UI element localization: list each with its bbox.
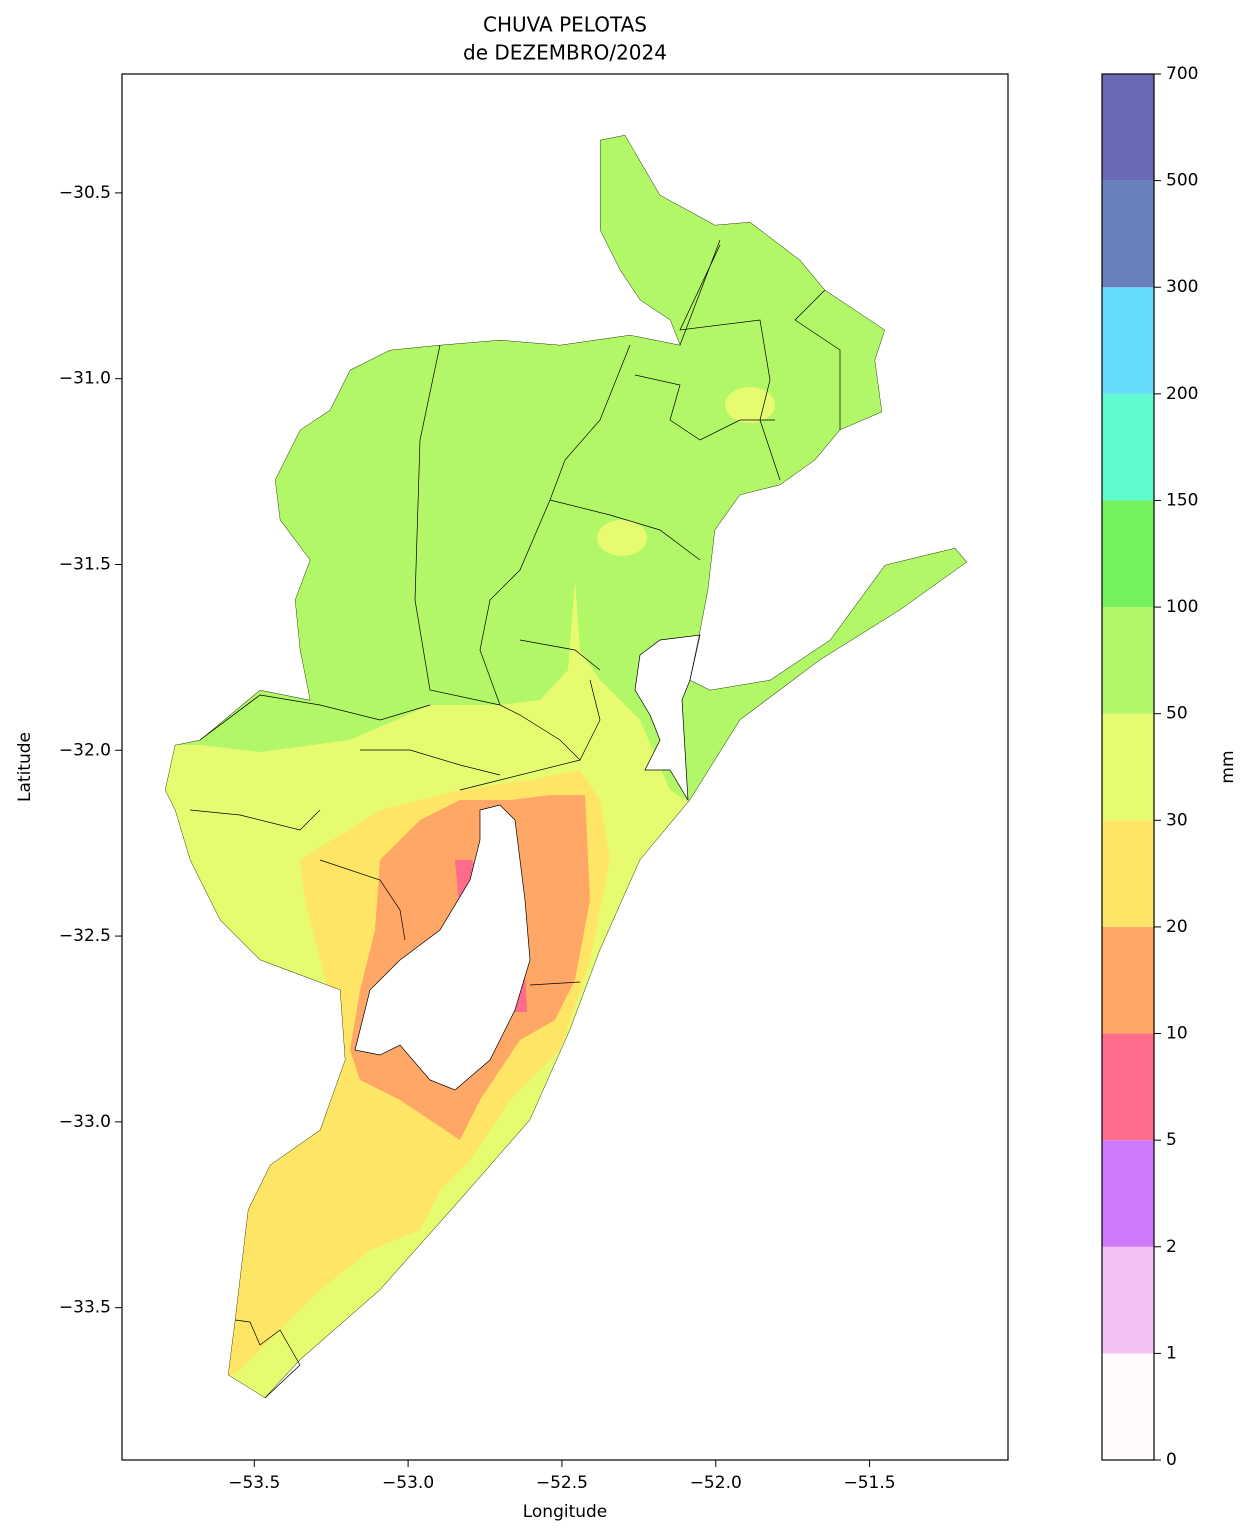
x-tick-label: −53.5 (228, 1473, 280, 1493)
colorbar-segment (1102, 607, 1154, 714)
colorbar-tick-label: 30 (1166, 810, 1188, 830)
colorbar-tick-label: 0 (1166, 1450, 1177, 1470)
colorbar-tick-label: 10 (1166, 1024, 1188, 1044)
colorbar-segment (1102, 74, 1154, 181)
y-tick-label: −32.0 (59, 740, 111, 760)
x-axis-label: Longitude (523, 1502, 608, 1522)
x-tick-label: −52.5 (536, 1473, 588, 1493)
colorbar-segment (1102, 393, 1154, 501)
y-tick-label: −33.0 (59, 1112, 111, 1132)
colorbar-tick-label: 700 (1166, 64, 1198, 84)
y-tick-label: −31.5 (59, 554, 111, 574)
boundaries (165, 135, 967, 1399)
colorbar-frame (1101, 73, 1155, 1461)
colorbar-segment (1102, 500, 1154, 608)
y-tick-label: −30.5 (59, 183, 111, 203)
colorbar-label: mm (1218, 750, 1238, 783)
colorbar-tick-label: 5 (1166, 1130, 1177, 1150)
x-tick-label: −53.0 (382, 1473, 434, 1493)
colorbar-segment (1102, 180, 1154, 288)
colorbar-tick-label: 1 (1166, 1343, 1177, 1363)
colorbar-segment (1102, 820, 1154, 927)
colorbar-tick-label: 100 (1166, 597, 1198, 617)
colorbar-segment (1102, 1140, 1154, 1247)
colorbar-tick-label: 2 (1166, 1237, 1177, 1257)
colorbar-segment (1102, 287, 1154, 394)
y-tick-label: −31.0 (59, 369, 111, 389)
colorbar-segment (1102, 1353, 1154, 1460)
colorbar-segment (1102, 1033, 1154, 1141)
chart-title: CHUVA PELOTAS (483, 13, 647, 37)
y-tick-label: −33.5 (59, 1298, 111, 1318)
colorbar-tick-label: 300 (1166, 277, 1198, 297)
y-axis-label: Latitude (15, 732, 35, 802)
colorbar-segment (1102, 1246, 1154, 1354)
plot-frame (121, 73, 1009, 1461)
colorbar-segment (1102, 713, 1154, 821)
lagoa-dos-patos (635, 635, 700, 800)
colorbar-tick-label: 500 (1166, 171, 1198, 191)
colorbar-tick-label: 150 (1166, 490, 1198, 510)
y-tick-label: −32.5 (59, 926, 111, 946)
x-tick-label: −51.5 (844, 1473, 896, 1493)
colorbar-tick-label: 50 (1166, 704, 1188, 724)
x-tick-label: −52.0 (690, 1473, 742, 1493)
zone-30-50 (725, 387, 775, 423)
colorbar-segment (1102, 926, 1154, 1034)
lagoa-mirim (355, 805, 530, 1090)
colorbar-tick-label: 200 (1166, 384, 1198, 404)
colorbar-tick-label: 20 (1166, 917, 1188, 937)
zone-30-50 (597, 520, 647, 556)
chart-subtitle: de DEZEMBRO/2024 (463, 41, 667, 65)
